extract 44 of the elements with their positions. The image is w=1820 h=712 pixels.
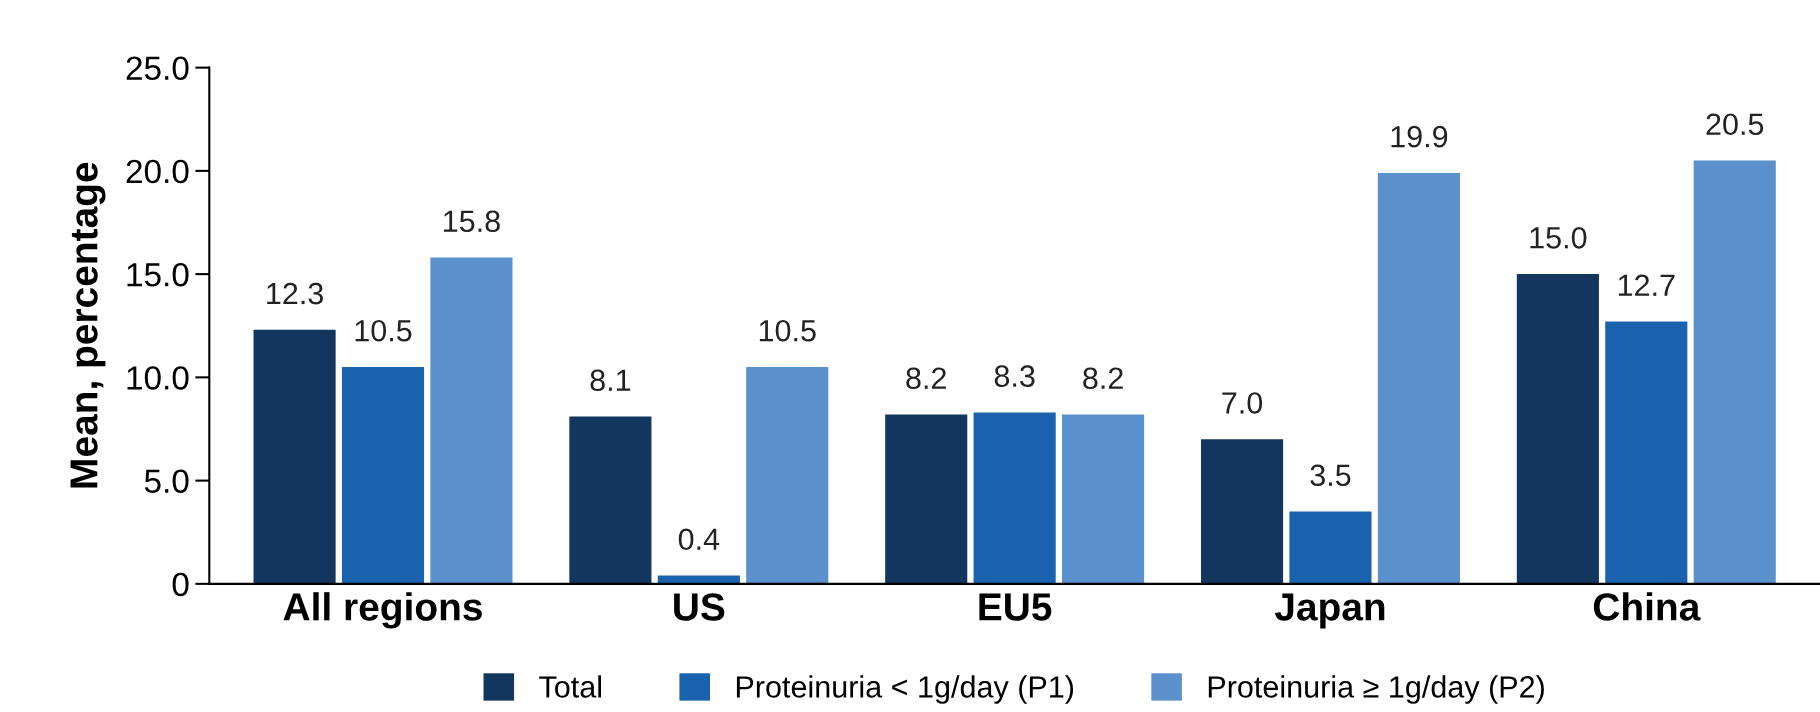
x-tick-label: China (1593, 592, 1701, 621)
bar (430, 257, 513, 584)
legend-label: Proteinuria ≥ 1g/day (P2) (1208, 675, 1544, 704)
bar (1605, 321, 1688, 584)
data-label: 12.3 (267, 282, 323, 305)
bar (1693, 160, 1776, 584)
legend-label: Total (539, 675, 601, 698)
data-label: 12.7 (1618, 274, 1675, 296)
y-tick-label: 20.0 (126, 159, 189, 184)
bar (1062, 414, 1145, 584)
legend-label: Proteinuria < 1g/day (P1) (736, 675, 1074, 704)
data-label: 8.2 (1083, 367, 1123, 390)
data-label: 3.5 (1310, 464, 1351, 487)
y-tick-label: 10.0 (127, 366, 189, 390)
bar (253, 329, 336, 584)
data-label: 19.9 (1391, 125, 1448, 148)
bar (746, 367, 829, 584)
bar (1377, 172, 1460, 584)
bar (1289, 511, 1372, 584)
y-tick-label: 15.0 (127, 262, 189, 287)
bar (1200, 439, 1284, 584)
x-tick-label: Japan (1274, 593, 1385, 629)
x-tick-label: US (674, 593, 725, 621)
bar (973, 412, 1056, 584)
data-label: 10.5 (355, 319, 412, 342)
data-label: 10.5 (759, 319, 816, 342)
y-tick-label: 5.0 (144, 469, 189, 494)
x-tick-label: All regions (283, 592, 482, 629)
bar (569, 416, 652, 584)
y-tick-label: 0 (172, 572, 189, 597)
data-label: 20.5 (1706, 113, 1764, 136)
x-tick-label: EU5 (979, 593, 1052, 621)
data-label: 15.0 (1530, 227, 1587, 249)
data-label: 8.3 (994, 365, 1035, 387)
bar (885, 414, 968, 584)
data-label: 7.0 (1222, 392, 1263, 414)
bar (341, 367, 425, 584)
data-label: 8.2 (906, 367, 946, 390)
bar (1516, 274, 1599, 584)
y-tick-label: 25.0 (126, 56, 189, 81)
data-label: 0.4 (678, 528, 720, 551)
y-axis-title: Mean, percentage (70, 162, 106, 488)
data-label: 15.8 (444, 210, 500, 233)
data-label: 8.1 (590, 369, 631, 392)
